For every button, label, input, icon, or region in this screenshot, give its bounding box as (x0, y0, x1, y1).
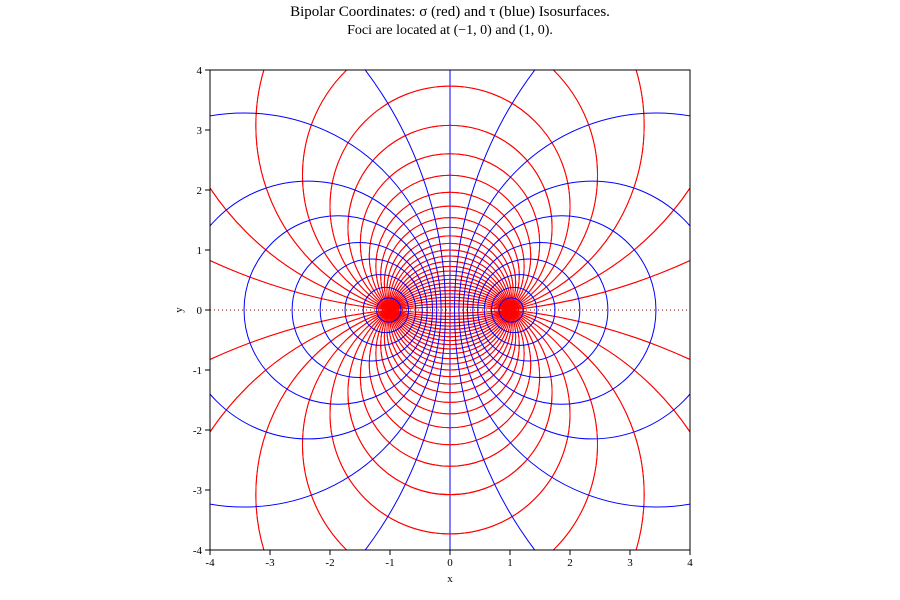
svg-text:1: 1 (507, 557, 513, 569)
svg-text:1: 1 (197, 245, 203, 257)
svg-text:2: 2 (197, 185, 203, 197)
chart-title: Bipolar Coordinates: σ (red) and τ (blue… (0, 4, 900, 39)
svg-text:4: 4 (197, 65, 203, 77)
svg-text:0: 0 (447, 557, 453, 569)
svg-text:-3: -3 (265, 557, 275, 569)
svg-text:y: y (173, 307, 185, 313)
bipolar-plot: -4-4 -3 -3 -2 -2 -1 -1 0 0 1 1 2 2 3 3 4 4 x y (170, 60, 700, 590)
svg-text:-2: -2 (325, 557, 334, 569)
title-line-1: Bipolar Coordinates: σ (red) and τ (blue… (0, 4, 900, 21)
svg-text:-3: -3 (193, 485, 203, 497)
svg-text:0: 0 (197, 305, 203, 317)
svg-text:4: 4 (687, 557, 693, 569)
svg-text:-4: -4 (205, 557, 215, 569)
title-line-2: Foci are located at (−1, 0) and (1, 0). (0, 23, 900, 39)
svg-text:-4: -4 (193, 545, 203, 557)
svg-text:-1: -1 (193, 365, 202, 377)
svg-text:-1: -1 (385, 557, 394, 569)
svg-text:3: 3 (197, 125, 203, 137)
svg-text:-2: -2 (193, 425, 202, 437)
svg-text:2: 2 (567, 557, 573, 569)
svg-text:x: x (447, 573, 453, 585)
svg-text:3: 3 (627, 557, 633, 569)
